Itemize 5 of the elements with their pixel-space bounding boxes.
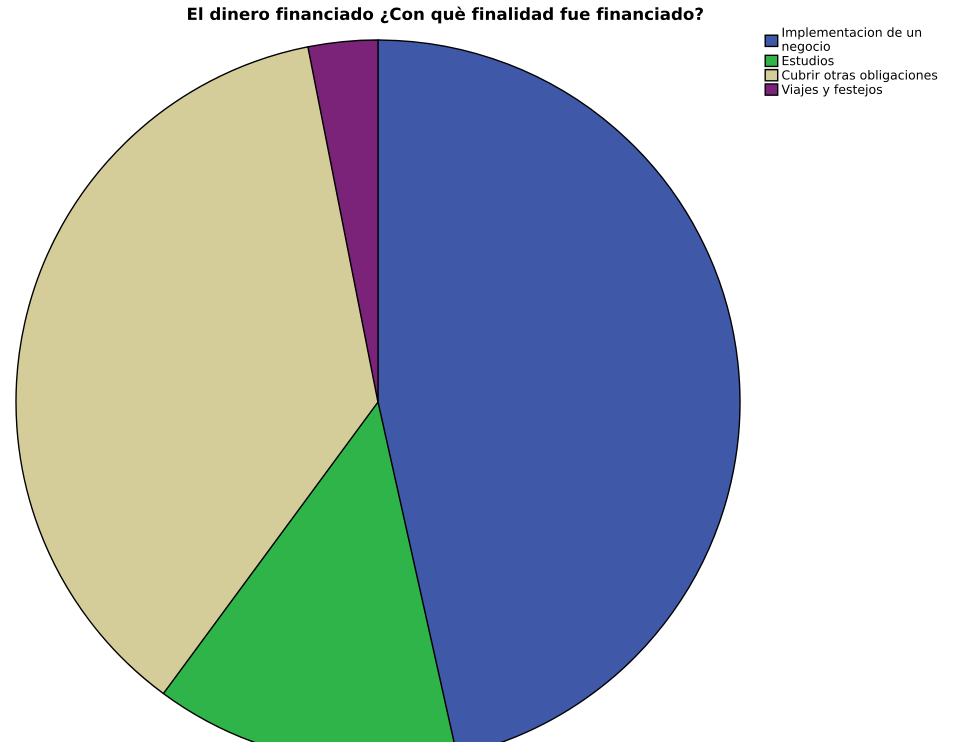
legend-label: Cubrir otras obligaciones — [782, 70, 938, 82]
legend-label: Estudios — [782, 56, 834, 66]
legend-label: Implementacion de un negocio — [782, 27, 922, 54]
legend-label: Viajes y festejos — [782, 84, 882, 96]
chart-title: El dinero financiado ¿Con què finalidad fue financiado? — [188, 6, 703, 24]
